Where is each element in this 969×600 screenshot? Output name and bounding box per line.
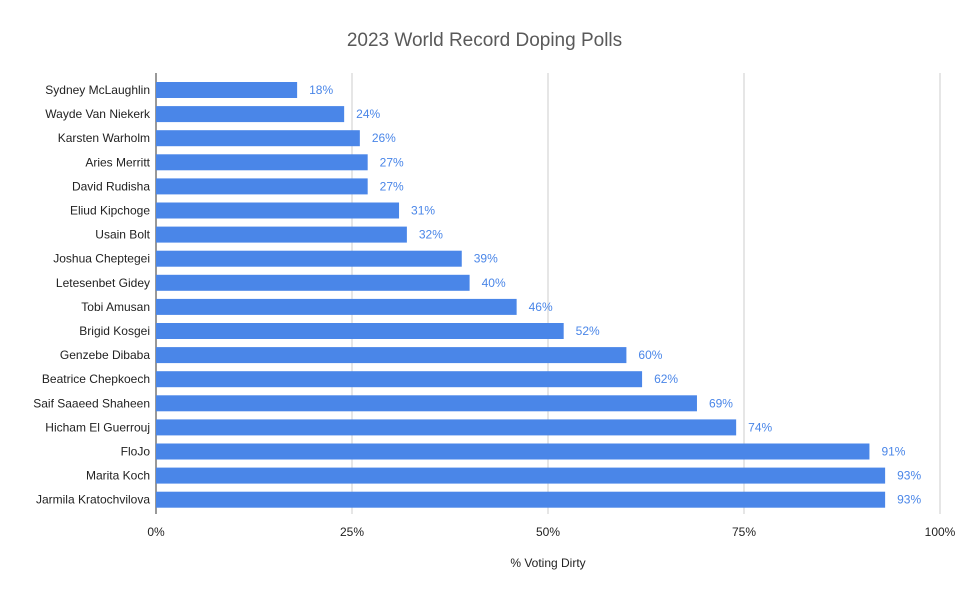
data-label: 69% bbox=[709, 396, 733, 410]
category-label: Hicham El Guerrouj bbox=[45, 420, 150, 434]
data-label: 32% bbox=[419, 228, 443, 242]
bar bbox=[156, 274, 470, 291]
bar bbox=[156, 226, 407, 243]
bar bbox=[156, 491, 886, 508]
bar bbox=[156, 419, 737, 436]
category-label: Jarmila Kratochvilova bbox=[36, 493, 150, 507]
bar bbox=[156, 106, 345, 123]
bar bbox=[156, 298, 517, 315]
x-tick-label: 75% bbox=[732, 525, 756, 539]
data-label: 24% bbox=[356, 107, 380, 121]
category-label: Beatrice Chepkoech bbox=[42, 372, 150, 386]
x-tick-labels: 0% 25% 50% 75% 100% bbox=[147, 525, 955, 539]
bar bbox=[156, 371, 643, 388]
data-label: 52% bbox=[576, 324, 600, 338]
category-label: Marita Koch bbox=[86, 469, 150, 483]
data-label: 91% bbox=[881, 445, 905, 459]
category-label: Genzebe Dibaba bbox=[60, 348, 150, 362]
data-label: 40% bbox=[482, 276, 506, 290]
data-label: 62% bbox=[654, 372, 678, 386]
chart-title: 2023 World Record Doping Polls bbox=[346, 30, 623, 51]
category-label: Tobi Amusan bbox=[81, 300, 150, 314]
bar bbox=[156, 178, 368, 195]
data-label: 74% bbox=[748, 420, 772, 434]
data-labels: 18% 24% 26% 27% 27% 31% 32% 39% 40% 46% 52% 60% 62% 6… bbox=[309, 83, 921, 507]
data-label: 93% bbox=[897, 469, 921, 483]
data-label: 26% bbox=[372, 131, 396, 145]
data-label: 27% bbox=[380, 155, 404, 169]
category-label: Saif Saaeed Shaheen bbox=[33, 396, 150, 410]
data-label: 39% bbox=[474, 252, 498, 266]
x-tick-label: 0% bbox=[147, 525, 165, 539]
bar bbox=[156, 347, 627, 364]
data-label: 46% bbox=[529, 300, 553, 314]
category-label: David Rudisha bbox=[72, 179, 150, 193]
category-label: FloJo bbox=[121, 445, 151, 459]
bar bbox=[156, 130, 360, 147]
category-label: Karsten Warholm bbox=[58, 131, 150, 145]
x-tick-label: 50% bbox=[536, 525, 560, 539]
category-label: Aries Merritt bbox=[85, 155, 150, 169]
data-label: 27% bbox=[380, 179, 404, 193]
x-tick-label: 25% bbox=[340, 525, 364, 539]
bar bbox=[156, 323, 564, 339]
data-label: 31% bbox=[411, 204, 435, 218]
category-label: Sydney McLaughlin bbox=[45, 83, 150, 97]
bar bbox=[156, 467, 886, 484]
data-label: 93% bbox=[897, 493, 921, 507]
gridlines bbox=[155, 73, 941, 514]
category-label: Joshua Cheptegei bbox=[53, 252, 150, 266]
category-label: Letesenbet Gidey bbox=[56, 276, 150, 290]
bar bbox=[156, 443, 870, 460]
bar bbox=[156, 250, 462, 267]
x-tick-label: 100% bbox=[925, 525, 956, 539]
category-label: Wayde Van Niekerk bbox=[45, 107, 151, 121]
bar bbox=[156, 82, 298, 98]
category-label: Brigid Kosgei bbox=[79, 324, 150, 338]
category-labels: Sydney McLaughlin Wayde Van Niekerk Karste… bbox=[33, 83, 151, 507]
bars bbox=[156, 82, 886, 508]
bar bbox=[156, 395, 697, 412]
x-axis-title: % Voting Dirty bbox=[510, 556, 585, 570]
bar bbox=[156, 202, 400, 219]
data-label: 60% bbox=[638, 348, 662, 362]
bar bbox=[156, 154, 368, 171]
category-label: Usain Bolt bbox=[95, 228, 150, 242]
data-label: 18% bbox=[309, 83, 333, 97]
category-label: Eliud Kipchoge bbox=[70, 204, 150, 218]
